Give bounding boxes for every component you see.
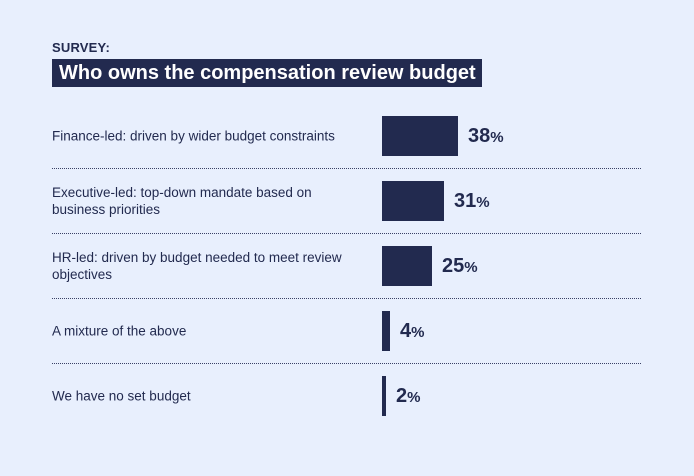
bar-group: 25%	[382, 246, 478, 286]
data-label: 2%	[396, 385, 420, 408]
data-label: 31%	[454, 190, 490, 213]
survey-kicker: SURVEY:	[52, 40, 110, 55]
chart-title: Who owns the compensation review budget	[52, 59, 482, 87]
bar-group: 2%	[382, 376, 420, 416]
data-label-unit: %	[476, 193, 490, 211]
category-label: HR-led: driven by budget needed to meet …	[52, 250, 342, 282]
chart-row: A mixture of the above 4%	[52, 299, 641, 364]
data-label: 4%	[400, 320, 424, 343]
data-label-unit: %	[490, 128, 504, 146]
chart-row: HR-led: driven by budget needed to meet …	[52, 234, 641, 299]
data-label-value: 31	[454, 189, 477, 212]
bar	[382, 376, 386, 416]
data-label-unit: %	[411, 323, 425, 341]
category-label: Executive-led: top-down mandate based on…	[52, 185, 312, 217]
bar-group: 4%	[382, 311, 424, 351]
category-label: Finance-led: driven by wider budget cons…	[52, 128, 335, 144]
bar	[382, 181, 444, 221]
bar	[382, 116, 458, 156]
bar-chart: Finance-led: driven by wider budget cons…	[52, 104, 641, 428]
data-label-unit: %	[407, 388, 421, 406]
category-label: A mixture of the above	[52, 323, 187, 339]
chart-row: Finance-led: driven by wider budget cons…	[52, 104, 641, 169]
bar-group: 31%	[382, 181, 490, 221]
chart-row: Executive-led: top-down mandate based on…	[52, 169, 641, 234]
chart-row: We have no set budget 2%	[52, 364, 641, 428]
bar	[382, 311, 390, 351]
data-label-value: 2	[396, 384, 408, 407]
data-label-value: 4	[400, 319, 412, 342]
data-label-value: 25	[442, 254, 465, 277]
data-label-value: 38	[468, 124, 491, 147]
data-label-unit: %	[464, 258, 478, 276]
category-label: We have no set budget	[52, 388, 191, 404]
data-label: 38%	[468, 125, 504, 148]
bar-group: 38%	[382, 116, 504, 156]
bar	[382, 246, 432, 286]
data-label: 25%	[442, 255, 478, 278]
